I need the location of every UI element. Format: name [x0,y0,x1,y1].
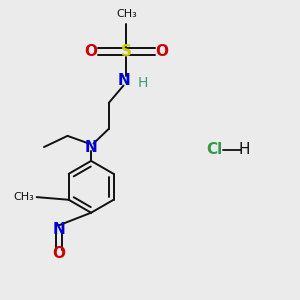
Text: CH₃: CH₃ [116,9,137,19]
Text: O: O [52,246,65,261]
Text: O: O [85,44,98,59]
Text: CH₃: CH₃ [13,192,34,202]
Text: N: N [118,73,130,88]
Text: S: S [121,44,132,59]
Text: Cl: Cl [207,142,223,158]
Text: N: N [52,222,65,237]
Text: H: H [137,76,148,90]
Text: N: N [85,140,98,154]
Text: O: O [155,44,168,59]
Text: H: H [238,142,250,158]
